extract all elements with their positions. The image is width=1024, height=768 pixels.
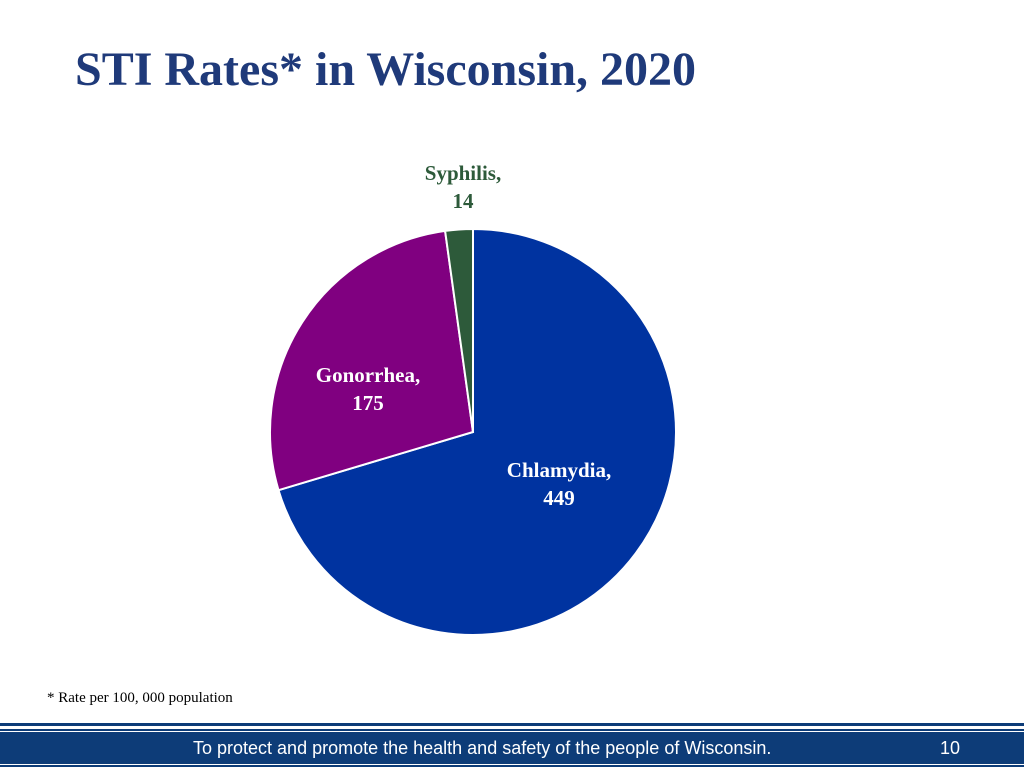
pie-chart: Chlamydia, 449 Gonorrhea, 175 Syphilis, 14 xyxy=(269,161,677,636)
pie-slice-syphilis xyxy=(443,227,474,433)
slice-label-gonorrhea: Gonorrhea, xyxy=(316,363,420,387)
pie-slice-chlamydia xyxy=(277,227,677,636)
slice-value-gonorrhea: 175 xyxy=(352,391,384,415)
slice-label-syphilis: Syphilis, xyxy=(425,161,501,185)
slice-label-chlamydia: Chlamydia, xyxy=(507,458,611,482)
footer-bar: To protect and promote the health and sa… xyxy=(0,726,1024,767)
slide-title: STI Rates* in Wisconsin, 2020 xyxy=(75,43,697,96)
slice-value-syphilis: 14 xyxy=(453,189,475,213)
slide-number: 10 xyxy=(940,738,961,758)
footnote: * Rate per 100, 000 population xyxy=(47,690,233,706)
footer-text: To protect and promote the health and sa… xyxy=(193,738,772,758)
pie-slice-gonorrhea xyxy=(269,229,475,492)
slice-value-chlamydia: 449 xyxy=(543,486,575,510)
